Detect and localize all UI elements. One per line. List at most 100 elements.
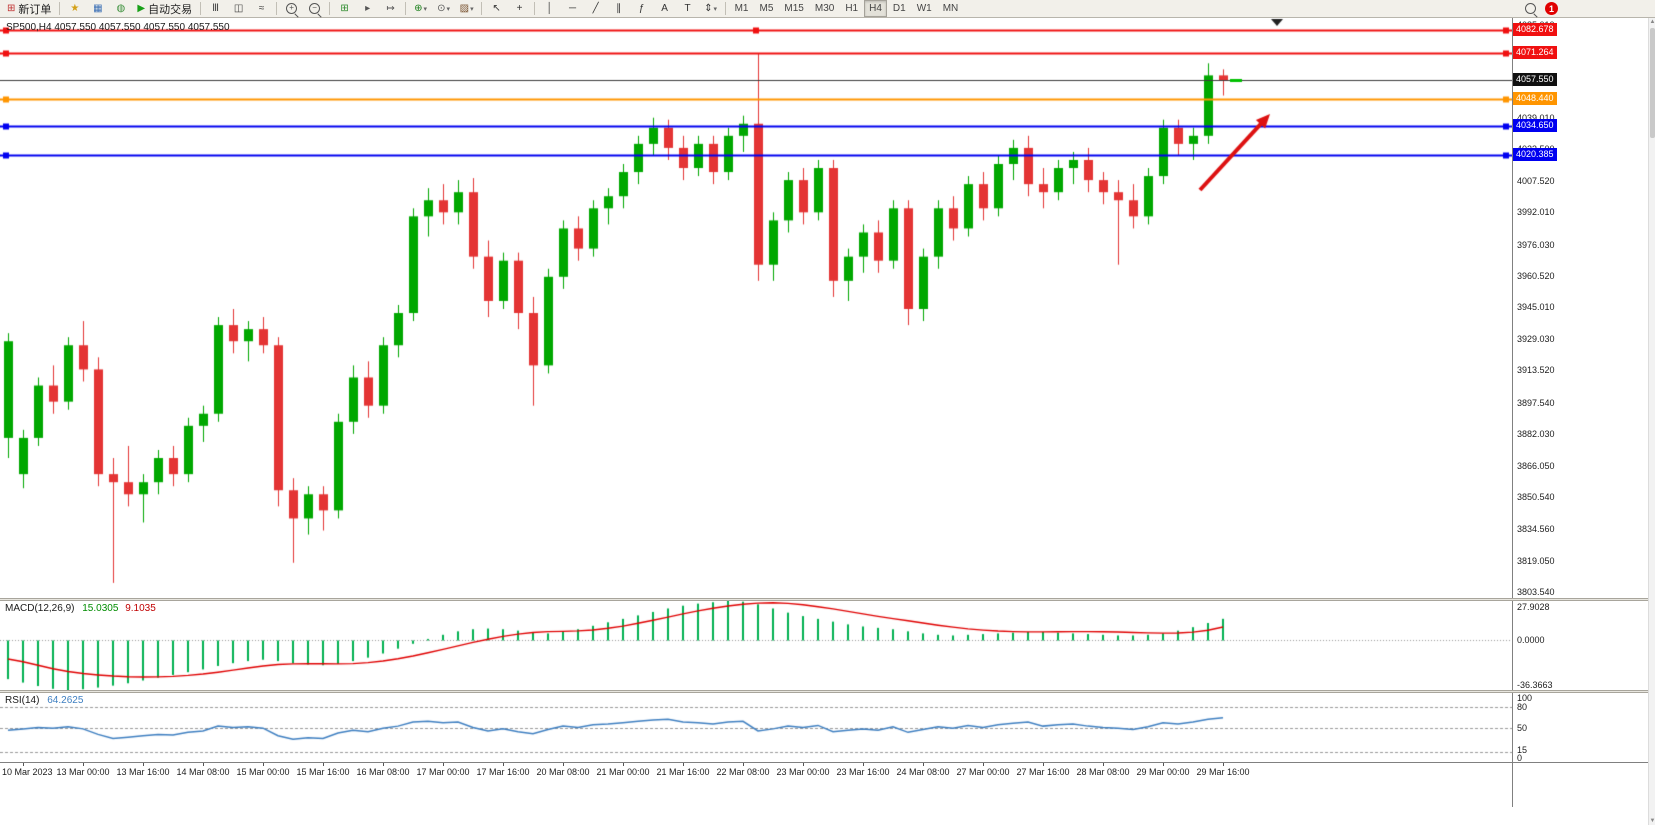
macd-label: MACD(12,26,9) 15.0305 9.1035 [5,603,156,614]
window-tools-group: ⊞ ▸ ↦ [333,0,402,18]
trendline-button[interactable]: ╱ [584,0,607,18]
market-watch-button[interactable]: ▦ [86,0,109,18]
time-tick [983,763,984,766]
macd-axis-label: 0.0000 [1517,634,1545,645]
vertical-scrollbar[interactable]: ▲ ▼ [1648,18,1655,825]
scroll-down-icon[interactable]: ▼ [1649,818,1655,824]
metaeditor-button[interactable]: ★ [63,0,86,18]
navigator-button[interactable]: ◍ [109,0,132,18]
fibonacci-button[interactable]: ƒ [630,0,653,18]
tile-windows-button[interactable]: ⊞ [333,0,356,18]
price-tick-label: 3882.030 [1517,428,1555,439]
indicators-button[interactable]: ⊕ ▾ [409,0,432,18]
time-label: 21 Mar 16:00 [656,767,710,777]
rsi-indicator-chart[interactable] [0,693,1512,762]
timeframe-button-mn[interactable]: MN [942,3,959,14]
zoom-out-icon: − [309,3,321,14]
time-label: 27 Mar 00:00 [956,767,1010,777]
bar-chart-icon: Ⅲ [212,2,220,14]
timeframe-button-m15[interactable]: M15 [784,3,804,14]
macd-main-value: 15.0305 [82,603,119,614]
rsi-axis-label: 80 [1517,701,1528,712]
time-label: 20 Mar 08:00 [536,767,590,777]
autotrading-icon: ▶ [137,2,146,14]
price-axis[interactable]: 4085.0104039.0104023.5004007.5203992.010… [1512,18,1648,807]
templates-button[interactable]: ▨ ▾ [455,0,478,18]
time-tick [1163,763,1164,766]
chart-title: SP500,H4 4057.550 4057.550 4057.550 4057… [6,22,230,33]
periods-icon: ⊙ [437,2,446,14]
timeframe-group: M1 M5 M15 M30 H1 H4 D1 W1 MN [729,0,964,17]
new-order-button[interactable]: ⊞ 新订单 [2,0,56,18]
time-tick [1223,763,1224,766]
toolbar-separator [329,2,331,15]
time-tick [683,763,684,766]
line-chart-button[interactable]: ≈ [250,0,273,18]
candlestick-chart-button[interactable]: ◫ [227,0,250,18]
new-order-icon: ⊞ [7,2,16,14]
text-label-button[interactable]: T [676,0,699,18]
notification-badge[interactable]: 1 [1545,2,1558,15]
rsi-title-text: RSI(14) [5,695,40,706]
cursor-icon: ↖ [492,2,501,14]
toolbar-separator [534,2,536,15]
crosshair-icon: + [516,2,523,14]
price-tick-label: 3945.010 [1517,301,1555,312]
timeframe-button-h1[interactable]: H1 [845,3,859,14]
price-tick-label: 3913.520 [1517,365,1555,376]
time-label: 17 Mar 00:00 [416,767,470,777]
arrows-button[interactable]: ⇕ ▾ [699,0,722,18]
price-box-label: 4020.385 [1513,148,1557,162]
main-price-chart[interactable] [0,18,1512,598]
zoom-out-button[interactable]: − [303,0,326,18]
text-label-icon: T [684,2,691,14]
price-tick-label: 3866.050 [1517,460,1555,471]
autotrading-label: 自动交易 [148,3,193,16]
insert-tools-group: ⊕ ▾ ⊙ ▾ ▨ ▾ [409,0,478,18]
horizontal-line-button[interactable]: ─ [561,0,584,18]
time-tick [503,763,504,766]
chart-type-group: Ⅲ ◫ ≈ [204,0,273,18]
periods-button[interactable]: ⊙ ▾ [432,0,455,18]
rsi-axis-label: 0 [1517,753,1523,763]
tile-windows-icon: ⊞ [340,2,349,14]
timeframe-button-w1[interactable]: W1 [916,3,932,14]
vertical-line-button[interactable]: │ [538,0,561,18]
chart-shift-button[interactable]: ↦ [379,0,402,18]
time-tick [563,763,564,766]
price-box-label: 4048.440 [1513,91,1557,105]
timeframe-button-m1[interactable]: M1 [734,3,749,14]
price-tick-label: 4007.520 [1517,176,1555,187]
time-label: 13 Mar 16:00 [116,767,170,777]
scroll-up-icon[interactable]: ▲ [1649,19,1655,25]
timeframe-button-m5[interactable]: M5 [759,3,774,14]
zoom-in-button[interactable]: + [280,0,303,18]
crosshair-button[interactable]: + [508,0,531,18]
time-axis[interactable]: 10 Mar 2023 13 Mar 00:00 13 Mar 16:00 14 Ma… [0,762,1512,780]
time-tick [743,763,744,766]
panel-splitter[interactable] [0,690,1655,693]
arrows-icon: ⇕ [704,2,713,14]
zoom-in-icon: + [286,3,298,14]
time-label: 17 Mar 16:00 [476,767,530,777]
toolbar: ⊞ 新订单 ★ ▦ ◍ ▶ 自动交易 Ⅲ ◫ ≈ + − ⊞ ▸ ↦ ⊕ ▾ ⊙ ▾ ▨ ▾ ↖ + │ ─… [0,0,1655,18]
search-icon[interactable] [1525,3,1536,14]
autotrading-button[interactable]: ▶ 自动交易 [132,0,197,18]
macd-indicator-chart[interactable] [0,601,1512,690]
metaeditor-icon: ★ [70,2,80,14]
panel-splitter[interactable] [0,598,1655,601]
scrollbar-thumb[interactable] [1650,28,1655,138]
timeframe-button-m30[interactable]: M30 [814,3,835,14]
price-tick-label: 3897.540 [1517,397,1555,408]
timeframe-button-h4[interactable]: H4 [864,0,887,17]
timeframe-button-d1[interactable]: D1 [892,3,906,14]
channel-button[interactable]: ∥ [607,0,630,18]
text-icon: A [661,2,668,14]
time-label: 15 Mar 00:00 [236,767,290,777]
rsi-axis-label: 100 [1517,693,1533,703]
cursor-button[interactable]: ↖ [485,0,508,18]
text-button[interactable]: A [653,0,676,18]
time-label: 29 Mar 00:00 [1136,767,1190,777]
bar-chart-button[interactable]: Ⅲ [204,0,227,18]
auto-scroll-button[interactable]: ▸ [356,0,379,18]
